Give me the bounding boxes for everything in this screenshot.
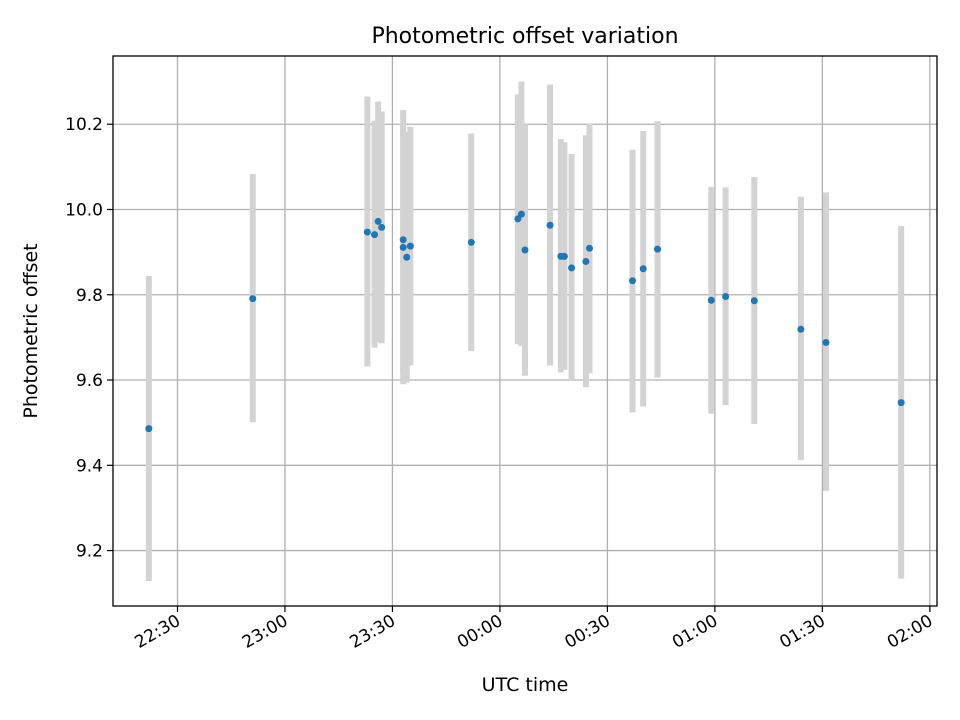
data-point: [467, 238, 475, 246]
data-point: [582, 258, 590, 266]
y-tick-label: 9.2: [76, 542, 103, 562]
data-point: [363, 228, 371, 236]
data-point: [145, 425, 153, 433]
data-point: [707, 296, 715, 304]
data-point: [797, 325, 805, 333]
data-point: [639, 265, 647, 273]
data-point: [568, 264, 576, 272]
y-tick-label: 9.8: [76, 286, 103, 306]
data-points: [145, 210, 905, 433]
data-point: [406, 242, 414, 250]
data-point: [585, 244, 593, 252]
x-axis-label: UTC time: [482, 674, 569, 696]
y-tick-label: 10.2: [65, 115, 103, 135]
data-point: [750, 297, 758, 305]
data-point: [517, 210, 525, 218]
y-axis-label: Photometric offset: [20, 243, 42, 418]
data-point: [374, 217, 382, 225]
y-axis-ticks: 9.2 9.4 9.6 9.8 10.0 10.2: [65, 115, 113, 562]
data-point: [403, 253, 411, 261]
chart-title: Photometric offset variation: [371, 24, 678, 49]
y-tick-label: 10.0: [65, 200, 103, 220]
data-point: [546, 221, 554, 229]
data-point: [371, 231, 379, 239]
data-point: [560, 252, 568, 260]
data-point: [822, 339, 830, 347]
data-point: [249, 295, 257, 303]
data-point: [897, 399, 905, 407]
data-point: [399, 243, 407, 251]
data-point: [654, 245, 662, 253]
y-tick-label: 9.4: [76, 456, 103, 476]
plot-frame: [112, 55, 938, 607]
data-point: [521, 246, 529, 254]
y-tick-label: 9.6: [76, 371, 103, 391]
data-point: [722, 292, 730, 300]
data-point: [399, 236, 407, 244]
data-point: [628, 277, 636, 285]
data-point: [378, 223, 386, 231]
